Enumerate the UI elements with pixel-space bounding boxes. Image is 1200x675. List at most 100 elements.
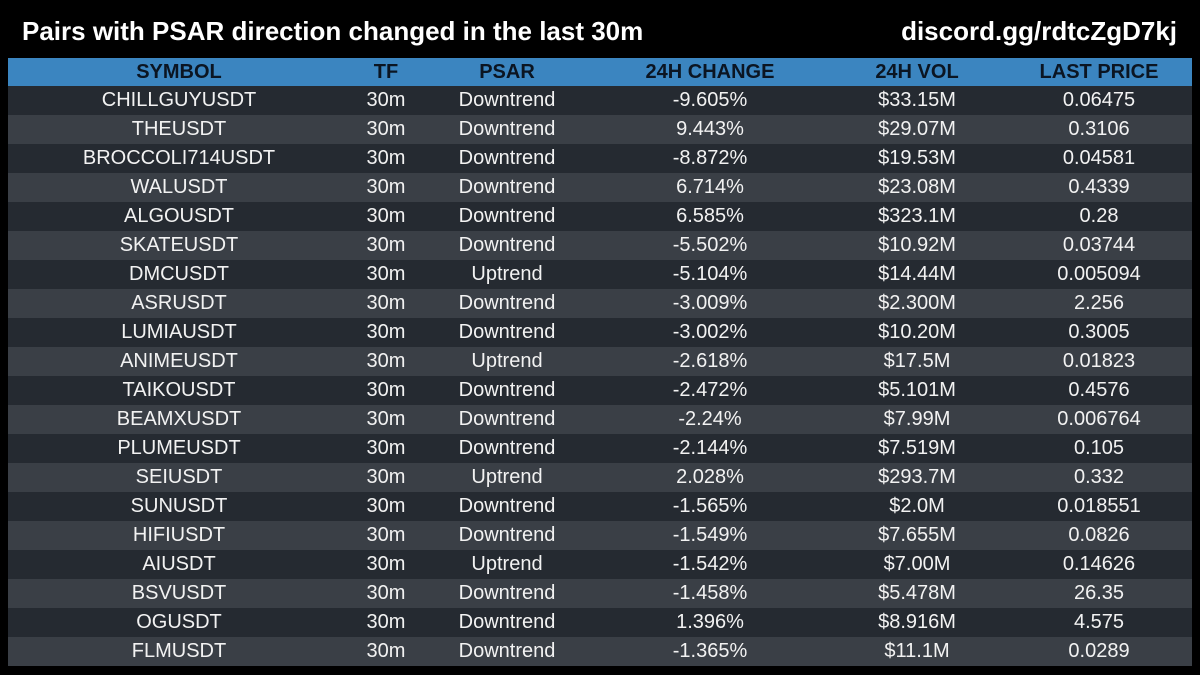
cell-24h-change: -9.605%	[592, 86, 828, 115]
cell-symbol: OGUSDT	[8, 608, 350, 637]
cell-tf: 30m	[350, 173, 422, 202]
psar-pairs-table: SYMBOL TF PSAR 24H CHANGE 24H VOL LAST PRICE …	[8, 58, 1192, 666]
cell-last-price: 0.0826	[1006, 521, 1192, 550]
cell-last-price: 0.06475	[1006, 86, 1192, 115]
cell-last-price: 0.018551	[1006, 492, 1192, 521]
cell-24h-vol: $29.07M	[828, 115, 1006, 144]
cell-24h-vol: $2.0M	[828, 492, 1006, 521]
table-row: CHILLGUYUSDT 30m Downtrend -9.605% $33.15M 0.…	[8, 86, 1192, 115]
cell-24h-change: -8.872%	[592, 144, 828, 173]
cell-24h-vol: $19.53M	[828, 144, 1006, 173]
cell-psar: Downtrend	[422, 405, 592, 434]
cell-tf: 30m	[350, 144, 422, 173]
cell-last-price: 0.04581	[1006, 144, 1192, 173]
table-body: CHILLGUYUSDT 30m Downtrend -9.605% $33.15M 0.…	[8, 86, 1192, 666]
table-row: FLMUSDT 30m Downtrend -1.365% $11.1M 0.0289	[8, 637, 1192, 666]
cell-24h-change: -2.472%	[592, 376, 828, 405]
cell-last-price: 0.005094	[1006, 260, 1192, 289]
cell-24h-vol: $10.92M	[828, 231, 1006, 260]
cell-last-price: 0.3005	[1006, 318, 1192, 347]
cell-psar: Downtrend	[422, 579, 592, 608]
cell-symbol: BEAMXUSDT	[8, 405, 350, 434]
cell-symbol: DMCUSDT	[8, 260, 350, 289]
cell-symbol: TAIKOUSDT	[8, 376, 350, 405]
column-header-symbol: SYMBOL	[8, 58, 350, 86]
cell-psar: Downtrend	[422, 231, 592, 260]
cell-24h-vol: $2.300M	[828, 289, 1006, 318]
cell-psar: Downtrend	[422, 608, 592, 637]
cell-24h-change: -3.002%	[592, 318, 828, 347]
cell-24h-vol: $293.7M	[828, 463, 1006, 492]
page-title: Pairs with PSAR direction changed in the…	[22, 16, 644, 46]
cell-symbol: THEUSDT	[8, 115, 350, 144]
cell-symbol: SUNUSDT	[8, 492, 350, 521]
cell-tf: 30m	[350, 579, 422, 608]
cell-tf: 30m	[350, 115, 422, 144]
cell-psar: Downtrend	[422, 144, 592, 173]
cell-last-price: 0.4339	[1006, 173, 1192, 202]
cell-tf: 30m	[350, 231, 422, 260]
cell-24h-vol: $7.519M	[828, 434, 1006, 463]
table-row: SUNUSDT 30m Downtrend -1.565% $2.0M 0.018551	[8, 492, 1192, 521]
cell-tf: 30m	[350, 637, 422, 666]
table-row: BSVUSDT 30m Downtrend -1.458% $5.478M 26.35	[8, 579, 1192, 608]
cell-24h-vol: $5.478M	[828, 579, 1006, 608]
cell-symbol: AIUSDT	[8, 550, 350, 579]
cell-24h-change: -2.24%	[592, 405, 828, 434]
cell-24h-change: 1.396%	[592, 608, 828, 637]
cell-24h-change: 6.585%	[592, 202, 828, 231]
discord-link[interactable]: discord.gg/rdtcZgD7kj	[901, 16, 1177, 46]
cell-tf: 30m	[350, 463, 422, 492]
cell-24h-change: -5.104%	[592, 260, 828, 289]
cell-psar: Downtrend	[422, 521, 592, 550]
cell-last-price: 0.332	[1006, 463, 1192, 492]
cell-psar: Uptrend	[422, 347, 592, 376]
cell-last-price: 0.03744	[1006, 231, 1192, 260]
cell-24h-change: -2.618%	[592, 347, 828, 376]
table-row: OGUSDT 30m Downtrend 1.396% $8.916M 4.575	[8, 608, 1192, 637]
cell-24h-change: -1.542%	[592, 550, 828, 579]
column-header-psar: PSAR	[422, 58, 592, 86]
cell-24h-change: 6.714%	[592, 173, 828, 202]
cell-psar: Uptrend	[422, 260, 592, 289]
table-row: WALUSDT 30m Downtrend 6.714% $23.08M 0.4339	[8, 173, 1192, 202]
header-row: SYMBOL TF PSAR 24H CHANGE 24H VOL LAST PRICE	[8, 58, 1192, 86]
table-row: PLUMEUSDT 30m Downtrend -2.144% $7.519M 0.105	[8, 434, 1192, 463]
table-row: THEUSDT 30m Downtrend 9.443% $29.07M 0.3106	[8, 115, 1192, 144]
cell-last-price: 0.006764	[1006, 405, 1192, 434]
cell-24h-change: -5.502%	[592, 231, 828, 260]
cell-24h-vol: $323.1M	[828, 202, 1006, 231]
cell-tf: 30m	[350, 260, 422, 289]
cell-symbol: BROCCOLI714USDT	[8, 144, 350, 173]
cell-last-price: 4.575	[1006, 608, 1192, 637]
column-header-last-price: LAST PRICE	[1006, 58, 1192, 86]
cell-24h-vol: $17.5M	[828, 347, 1006, 376]
cell-24h-change: -2.144%	[592, 434, 828, 463]
cell-psar: Downtrend	[422, 434, 592, 463]
cell-psar: Downtrend	[422, 289, 592, 318]
cell-psar: Uptrend	[422, 550, 592, 579]
cell-psar: Downtrend	[422, 86, 592, 115]
cell-tf: 30m	[350, 608, 422, 637]
cell-24h-vol: $7.00M	[828, 550, 1006, 579]
cell-24h-change: -1.458%	[592, 579, 828, 608]
cell-symbol: ALGOUSDT	[8, 202, 350, 231]
table-row: ALGOUSDT 30m Downtrend 6.585% $323.1M 0.28	[8, 202, 1192, 231]
cell-psar: Downtrend	[422, 376, 592, 405]
cell-symbol: PLUMEUSDT	[8, 434, 350, 463]
cell-tf: 30m	[350, 86, 422, 115]
cell-24h-vol: $5.101M	[828, 376, 1006, 405]
cell-24h-vol: $7.99M	[828, 405, 1006, 434]
cell-last-price: 0.4576	[1006, 376, 1192, 405]
cell-symbol: ASRUSDT	[8, 289, 350, 318]
cell-24h-vol: $7.655M	[828, 521, 1006, 550]
cell-last-price: 26.35	[1006, 579, 1192, 608]
cell-24h-vol: $11.1M	[828, 637, 1006, 666]
cell-psar: Uptrend	[422, 463, 592, 492]
header: Pairs with PSAR direction changed in the…	[0, 0, 1200, 58]
table-row: ASRUSDT 30m Downtrend -3.009% $2.300M 2.256	[8, 289, 1192, 318]
cell-24h-vol: $10.20M	[828, 318, 1006, 347]
column-header-24h-change: 24H CHANGE	[592, 58, 828, 86]
cell-tf: 30m	[350, 434, 422, 463]
cell-symbol: CHILLGUYUSDT	[8, 86, 350, 115]
